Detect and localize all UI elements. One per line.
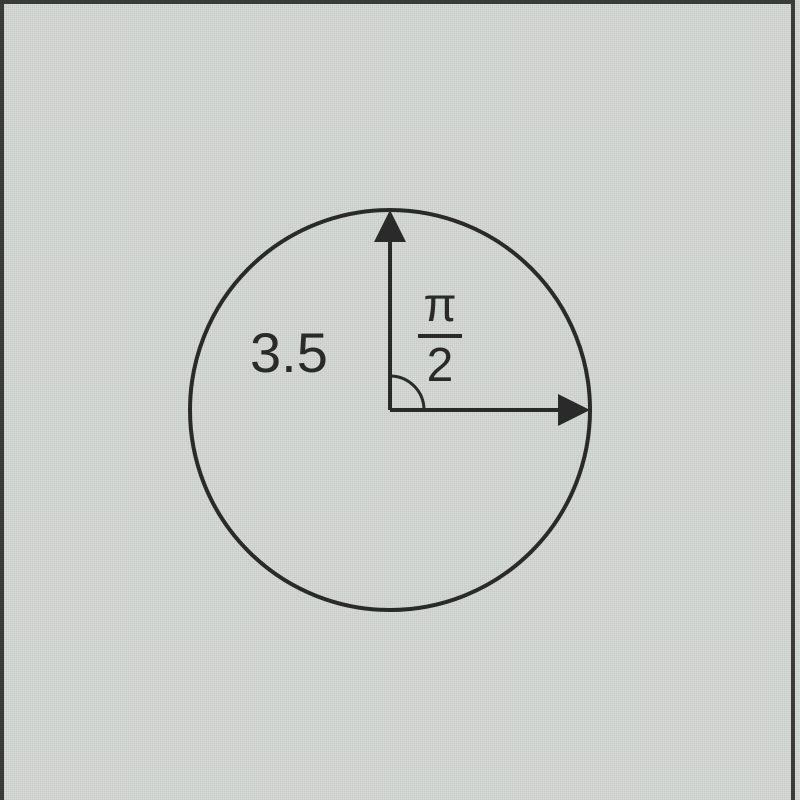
fraction-denominator: 2 (427, 342, 454, 390)
circle-svg (180, 200, 600, 620)
fraction-bar (418, 334, 462, 338)
circle-diagram: 3.5 π 2 (180, 200, 600, 620)
border-right (791, 0, 795, 800)
fraction-numerator: π (423, 282, 456, 330)
border-left (0, 0, 4, 800)
radius-label: 3.5 (250, 320, 328, 385)
angle-label-fraction: π 2 (418, 282, 462, 390)
border-top (0, 0, 795, 4)
